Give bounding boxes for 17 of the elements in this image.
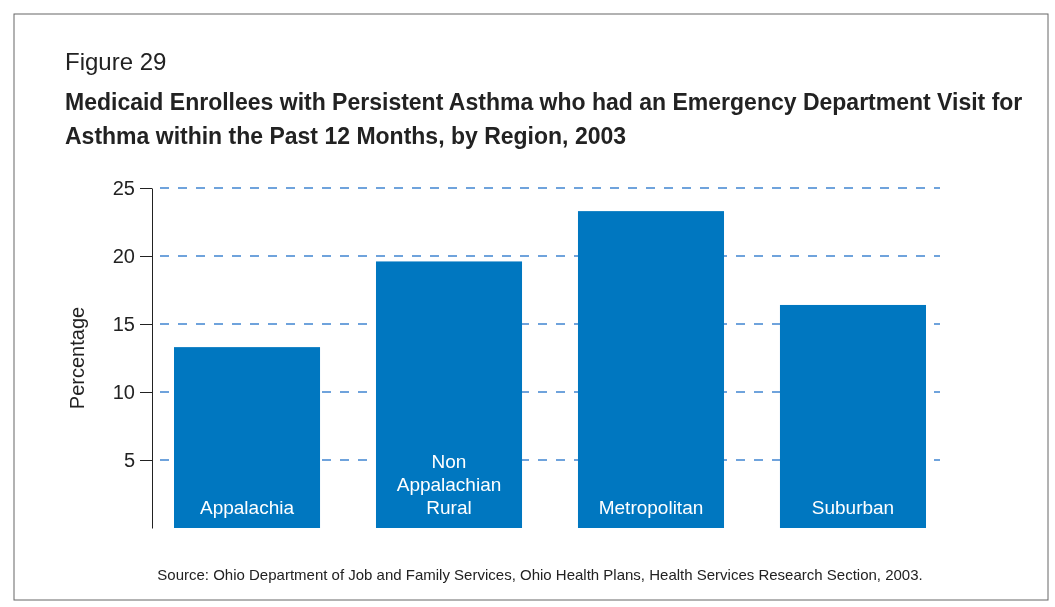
x-tick-label: Suburban [811, 497, 895, 518]
chart-title: Medicaid Enrollees with Persistent Asthma who had an Emergency Department Visit for Asthma within the Past 12 Months, by Region, 2003 [65, 89, 1023, 149]
y-tick-label: 10 [112, 380, 135, 403]
bar [779, 304, 926, 528]
bar [375, 261, 523, 528]
x-tick-label: Non Appalachian Rural [396, 451, 502, 518]
x-tick-label: Appalachia [200, 497, 295, 518]
source-note: Source: Ohio Department of Job and Family Services, Ohio Health Plans, Health Services Research Section, 2003. [157, 566, 923, 583]
caption: Figure 29 [65, 48, 167, 75]
y-tick-label: 25 [112, 176, 135, 199]
x-tick-label: Metropolitan [598, 497, 704, 518]
bar [577, 211, 725, 528]
bar [174, 347, 321, 528]
y-tick-label: 20 [112, 244, 135, 267]
y-tick-label: 5 [123, 448, 135, 471]
y-tick-label: 15 [112, 312, 135, 335]
y-axis-title: Percentage [66, 306, 88, 410]
